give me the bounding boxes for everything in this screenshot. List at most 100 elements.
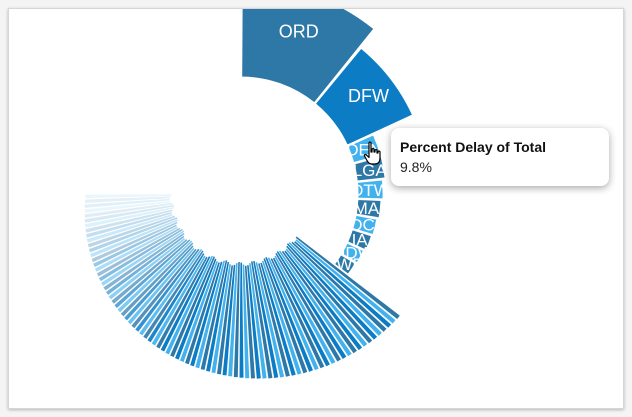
tail-segment[interactable]: [185, 262, 220, 365]
segment-label: IA: [352, 230, 369, 249]
tail-segment[interactable]: [94, 226, 178, 272]
tail-segment[interactable]: [108, 238, 186, 300]
segment-dc[interactable]: [352, 214, 378, 236]
tail-segment[interactable]: [274, 255, 336, 364]
segment-label: EWR: [325, 255, 365, 274]
tail-segment[interactable]: [84, 207, 174, 228]
segment-label: DTW: [351, 181, 390, 200]
tail-segment[interactable]: [98, 228, 183, 282]
tail-segment[interactable]: [276, 251, 347, 359]
tail-segment[interactable]: [262, 260, 302, 375]
tail-segment[interactable]: [275, 252, 341, 362]
tail-segment[interactable]: [286, 243, 378, 340]
tail-segment[interactable]: [147, 253, 205, 343]
tail-segment[interactable]: [84, 202, 173, 218]
tail-segment[interactable]: [233, 261, 240, 378]
segment-label: DFW: [348, 86, 389, 106]
tail-segment[interactable]: [267, 257, 319, 371]
tail-segment[interactable]: [190, 261, 223, 367]
tail-segment[interactable]: [286, 245, 373, 344]
tail-segment[interactable]: [85, 209, 173, 233]
tail-segment[interactable]: [216, 265, 234, 375]
tail-segment[interactable]: [284, 250, 363, 351]
tail-segment[interactable]: [87, 215, 176, 248]
tail-segment[interactable]: [251, 261, 273, 379]
tail-segment[interactable]: [88, 217, 178, 253]
tail-segment[interactable]: [265, 257, 313, 372]
tail-segment[interactable]: [96, 227, 181, 277]
tail-segment[interactable]: [120, 242, 194, 317]
tail-segment[interactable]: [288, 242, 382, 336]
segment-ord[interactable]: [241, 9, 375, 104]
tail-segment[interactable]: [111, 239, 188, 304]
tail-segment[interactable]: [291, 241, 387, 332]
tail-segment[interactable]: [103, 232, 185, 291]
tail-segment[interactable]: [135, 248, 200, 332]
tail-segment[interactable]: [160, 256, 211, 352]
tail-segment[interactable]: [200, 260, 228, 371]
tooltip-value: 9.8%: [400, 159, 432, 175]
segment-ia[interactable]: [347, 229, 373, 251]
tail-segment[interactable]: [165, 255, 213, 355]
tail-segment[interactable]: [249, 263, 267, 379]
tail-segment[interactable]: [211, 264, 231, 374]
tail-segment[interactable]: [295, 239, 396, 324]
segment-mdw[interactable]: [341, 242, 365, 264]
tail-segment[interactable]: [239, 262, 244, 378]
tail-segment[interactable]: [124, 245, 194, 321]
tail-segment[interactable]: [222, 264, 236, 376]
tail-segment[interactable]: [114, 239, 191, 309]
chart-frame: ORD DFW DEN LGA DTW MA. DC. IA MDW EWR Percent De…: [8, 8, 624, 409]
tail-segment[interactable]: [255, 262, 285, 378]
tail-segment[interactable]: [86, 212, 172, 238]
segment-label: ORD: [279, 21, 319, 41]
tail-segment[interactable]: [106, 235, 185, 295]
tail-segment[interactable]: [139, 248, 203, 336]
segment-dfw[interactable]: [314, 47, 414, 146]
tooltip-title: Percent Delay of Total: [400, 139, 547, 155]
tail-segment[interactable]: [84, 198, 170, 208]
tail-segment[interactable]: [84, 200, 171, 213]
tail-segment[interactable]: [151, 255, 206, 346]
tail-segment[interactable]: [281, 250, 357, 354]
segment-dtw[interactable]: [356, 179, 384, 200]
tail-segment[interactable]: [228, 263, 238, 377]
tail-segment[interactable]: [253, 260, 279, 379]
tail-segment[interactable]: [285, 248, 368, 347]
tail-segment[interactable]: [258, 263, 290, 377]
tail-segment[interactable]: [263, 258, 308, 374]
tail-segment[interactable]: [101, 230, 185, 286]
tail-segment[interactable]: [175, 258, 217, 360]
segment-label: DC.: [350, 215, 379, 234]
tail-segment[interactable]: [127, 247, 195, 325]
hand-pointer-icon: [363, 141, 381, 165]
segment-label: LGA: [353, 161, 388, 180]
tail-segment[interactable]: [206, 261, 230, 372]
tail-segment[interactable]: [294, 241, 392, 328]
tail-segment[interactable]: [278, 250, 352, 357]
segment-ewr[interactable]: [333, 254, 356, 275]
tail-segment[interactable]: [260, 262, 296, 376]
tail-segment[interactable]: [91, 221, 178, 263]
tail-segment[interactable]: [270, 258, 325, 369]
tail-segment[interactable]: [131, 248, 197, 329]
tail-segment[interactable]: [84, 204, 175, 223]
tail-segment[interactable]: [84, 196, 171, 203]
tail-segment[interactable]: [195, 260, 225, 369]
tail-segment[interactable]: [295, 236, 400, 320]
tail-segment[interactable]: [86, 214, 173, 243]
tail-segment[interactable]: [247, 265, 261, 379]
tail-segment[interactable]: [85, 194, 172, 199]
tail-segment[interactable]: [156, 256, 208, 349]
tail-segment[interactable]: [179, 261, 218, 362]
tail-segment[interactable]: [117, 240, 193, 313]
tail-segment[interactable]: [93, 224, 177, 267]
tail-segment[interactable]: [272, 257, 330, 367]
tail-segment[interactable]: [242, 264, 250, 379]
tail-segment[interactable]: [143, 250, 204, 339]
tail-segment[interactable]: [170, 256, 215, 358]
tail-segment[interactable]: [244, 265, 256, 379]
segment-ma[interactable]: [355, 198, 382, 219]
tail-segment[interactable]: [90, 219, 179, 258]
